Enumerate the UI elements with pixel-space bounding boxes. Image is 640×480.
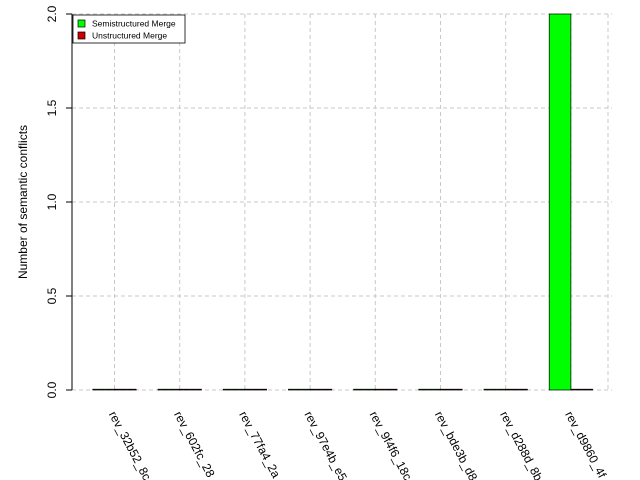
bar-unstructured-rev_bde3b_d8 bbox=[440, 388, 463, 391]
x-tick-label: rev_97e4b_e5 bbox=[301, 409, 350, 480]
bar-unstructured-rev_d288d_8b bbox=[505, 388, 528, 391]
y-tick-label: 0.5 bbox=[45, 287, 59, 304]
legend-box bbox=[72, 14, 186, 44]
x-ticks: rev_32b52_8c rev_602fc_28 rev_77fa4_2a rev_… bbox=[106, 409, 610, 480]
bar-unstructured-rev_32b52_8c bbox=[114, 388, 137, 391]
y-tick-label: 0.0 bbox=[45, 381, 59, 398]
x-tick-label: rev_d9860_4f bbox=[562, 409, 609, 480]
bar-semistructured-rev_97e4b_e5 bbox=[288, 388, 311, 391]
y-tick-label: 1.5 bbox=[45, 99, 59, 116]
bar-semistructured-rev_32b52_8c bbox=[92, 388, 115, 391]
bar-unstructured-rev_d9860_4f bbox=[570, 388, 593, 391]
y-tick-label: 1.0 bbox=[45, 193, 59, 210]
x-tick-label: rev_32b52_8c bbox=[106, 409, 154, 480]
bar-unstructured-rev_97e4b_e5 bbox=[309, 388, 333, 391]
y-axis-label: Number of semantic conflicts bbox=[16, 125, 30, 279]
bar-unstructured-rev_602fc_28 bbox=[179, 388, 202, 391]
y-ticks: 0.0 0.5 1.0 1.5 2.0 bbox=[45, 5, 72, 398]
x-tick-label: rev_9f4f6_18c bbox=[367, 409, 415, 480]
bar-semistructured-rev_602fc_28 bbox=[157, 388, 181, 391]
x-tick-label: rev_77fa4_2a bbox=[236, 409, 283, 480]
bar-semistructured-rev_d288d_8b bbox=[483, 388, 507, 391]
bars-layer bbox=[92, 13, 593, 391]
legend: Semistructured Merge Unstructured Merge bbox=[72, 14, 186, 44]
bar-semistructured-rev_bde3b_d8 bbox=[418, 388, 441, 391]
x-tick-label: rev_d288d_8b bbox=[497, 409, 546, 480]
legend-swatch bbox=[77, 31, 86, 40]
bar-semistructured-rev_9f4f6_18c bbox=[353, 388, 376, 391]
legend-label: Unstructured Merge bbox=[92, 31, 167, 41]
legend-swatch bbox=[77, 19, 86, 28]
x-tick-label: rev_bde3b_d8 bbox=[432, 409, 481, 480]
bar-semistructured-rev_d9860_4f bbox=[548, 13, 572, 391]
legend-label: Semistructured Merge bbox=[92, 19, 176, 29]
grid-layer bbox=[72, 13, 612, 391]
x-tick-label: rev_602fc_28 bbox=[171, 409, 218, 480]
y-tick-label: 2.0 bbox=[45, 5, 59, 22]
bar-unstructured-rev_9f4f6_18c bbox=[374, 388, 398, 391]
bar-unstructured-rev_77fa4_2a bbox=[244, 388, 267, 391]
legend-items: Semistructured Merge Unstructured Merge bbox=[77, 19, 176, 41]
bar-semistructured-rev_77fa4_2a bbox=[222, 388, 246, 391]
